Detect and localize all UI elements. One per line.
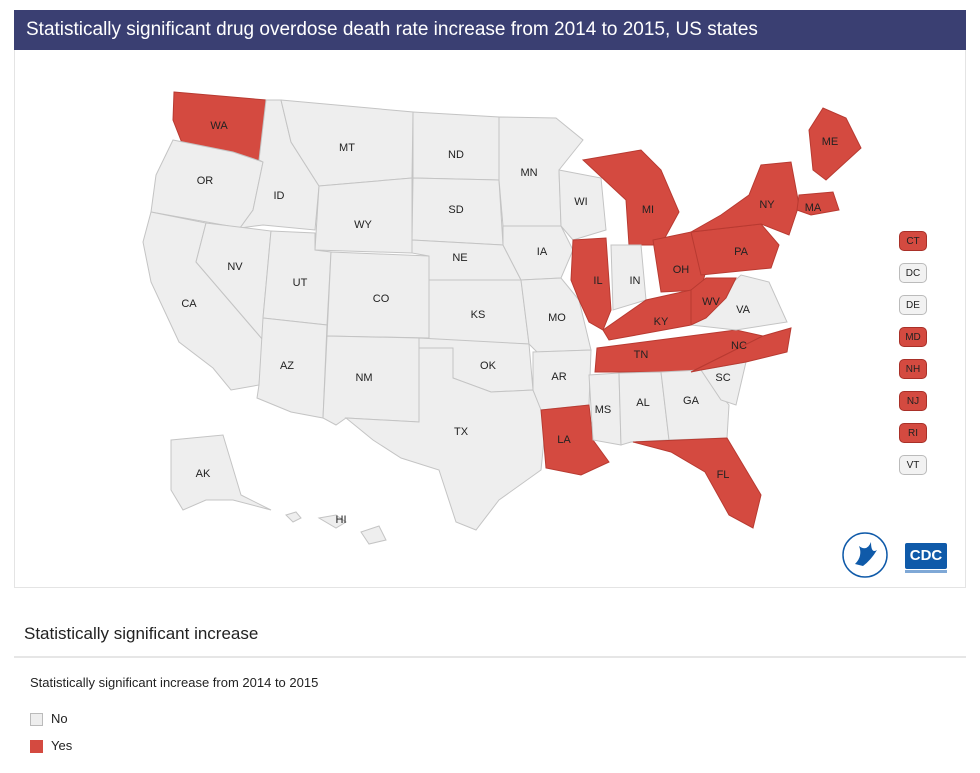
state-label-tx: TX [454,426,469,438]
small-state-de[interactable]: DE [899,295,927,315]
state-label-pa: PA [734,246,749,258]
state-label-il: IL [593,275,602,287]
state-hi[interactable] [285,511,387,545]
state-wv[interactable] [690,277,737,326]
small-state-dc[interactable]: DC [899,263,927,283]
state-label-in: IN [630,275,641,287]
state-label-wv: WV [702,296,720,308]
legend-divider [14,656,966,658]
state-label-nm: NM [355,372,372,384]
state-me[interactable] [808,107,862,181]
state-label-nc: NC [731,340,747,352]
us-states-map: WA OR CA ID NV MT WY UT AZ CO NM ND SD NE KS OK TX MN IA MO… [142,91,862,545]
state-label-wi: WI [574,196,587,208]
small-state-boxes: CT DC DE MD NH NJ RI VT [899,231,929,487]
state-label-la: LA [557,434,571,446]
legend-label-no: No [51,711,68,726]
legend-item-no: No [30,711,68,727]
state-label-oh: OH [673,264,690,276]
state-label-wy: WY [354,219,372,231]
state-ak[interactable] [170,434,272,511]
legend-swatch-yes [30,740,43,754]
state-label-ut: UT [293,277,308,289]
state-label-nd: ND [448,149,464,161]
legend-swatch-no [30,713,43,727]
state-label-or: OR [197,175,214,187]
state-label-id: ID [274,190,285,202]
state-nc[interactable] [690,327,792,373]
state-label-al: AL [636,397,649,409]
map-panel: WA OR CA ID NV MT WY UT AZ CO NM ND SD NE KS OK TX MN IA MO… [14,50,966,588]
state-label-ia: IA [537,246,548,258]
state-in[interactable] [610,244,647,311]
state-label-hi: HI [336,514,347,526]
state-label-nv: NV [227,261,243,273]
cdc-logo: CDC [905,543,947,569]
legend-item-yes: Yes [30,738,72,754]
small-state-nh[interactable]: NH [899,359,927,379]
state-label-ar: AR [551,371,566,383]
state-label-va: VA [736,304,751,316]
state-label-sd: SD [448,204,463,216]
state-az[interactable] [256,317,328,419]
state-label-ky: KY [654,316,669,328]
small-state-ri[interactable]: RI [899,423,927,443]
state-label-ms: MS [595,404,612,416]
state-label-mt: MT [339,142,355,154]
state-label-mi: MI [642,204,654,216]
state-il[interactable] [570,237,612,331]
state-label-wa: WA [210,120,228,132]
state-label-ca: CA [181,298,197,310]
state-label-ne: NE [452,252,467,264]
legend-label-yes: Yes [51,738,73,753]
state-la[interactable] [540,404,610,476]
state-label-ak: AK [196,468,211,480]
legend-heading: Statistically significant increase [24,624,259,643]
state-ny[interactable] [690,161,800,236]
state-fl[interactable] [632,437,762,529]
state-label-sc: SC [715,372,730,384]
state-tx[interactable] [344,347,547,531]
state-label-ma: MA [805,202,822,214]
cdc-logo-underline [905,570,947,573]
state-wy[interactable] [314,177,413,254]
state-label-ks: KS [471,309,486,321]
small-state-md[interactable]: MD [899,327,927,347]
small-state-ct[interactable]: CT [899,231,927,251]
state-label-ny: NY [759,199,775,211]
state-mi[interactable] [581,149,680,246]
state-label-ga: GA [683,395,700,407]
hhs-eagle-icon [842,532,888,578]
map-title: Statistically significant drug overdose … [14,10,966,50]
state-label-mo: MO [548,312,566,324]
state-label-me: ME [822,136,839,148]
state-ma[interactable] [796,191,840,216]
small-state-nj[interactable]: NJ [899,391,927,411]
state-label-az: AZ [280,360,294,372]
state-label-mn: MN [520,167,537,179]
state-nd[interactable] [412,111,500,181]
state-label-co: CO [373,293,390,305]
state-label-ok: OK [480,360,497,372]
legend-subtitle: Statistically significant increase from … [30,675,319,690]
small-state-vt[interactable]: VT [899,455,927,475]
state-wi[interactable] [558,169,607,241]
state-label-tn: TN [634,349,649,361]
state-label-fl: FL [717,469,730,481]
